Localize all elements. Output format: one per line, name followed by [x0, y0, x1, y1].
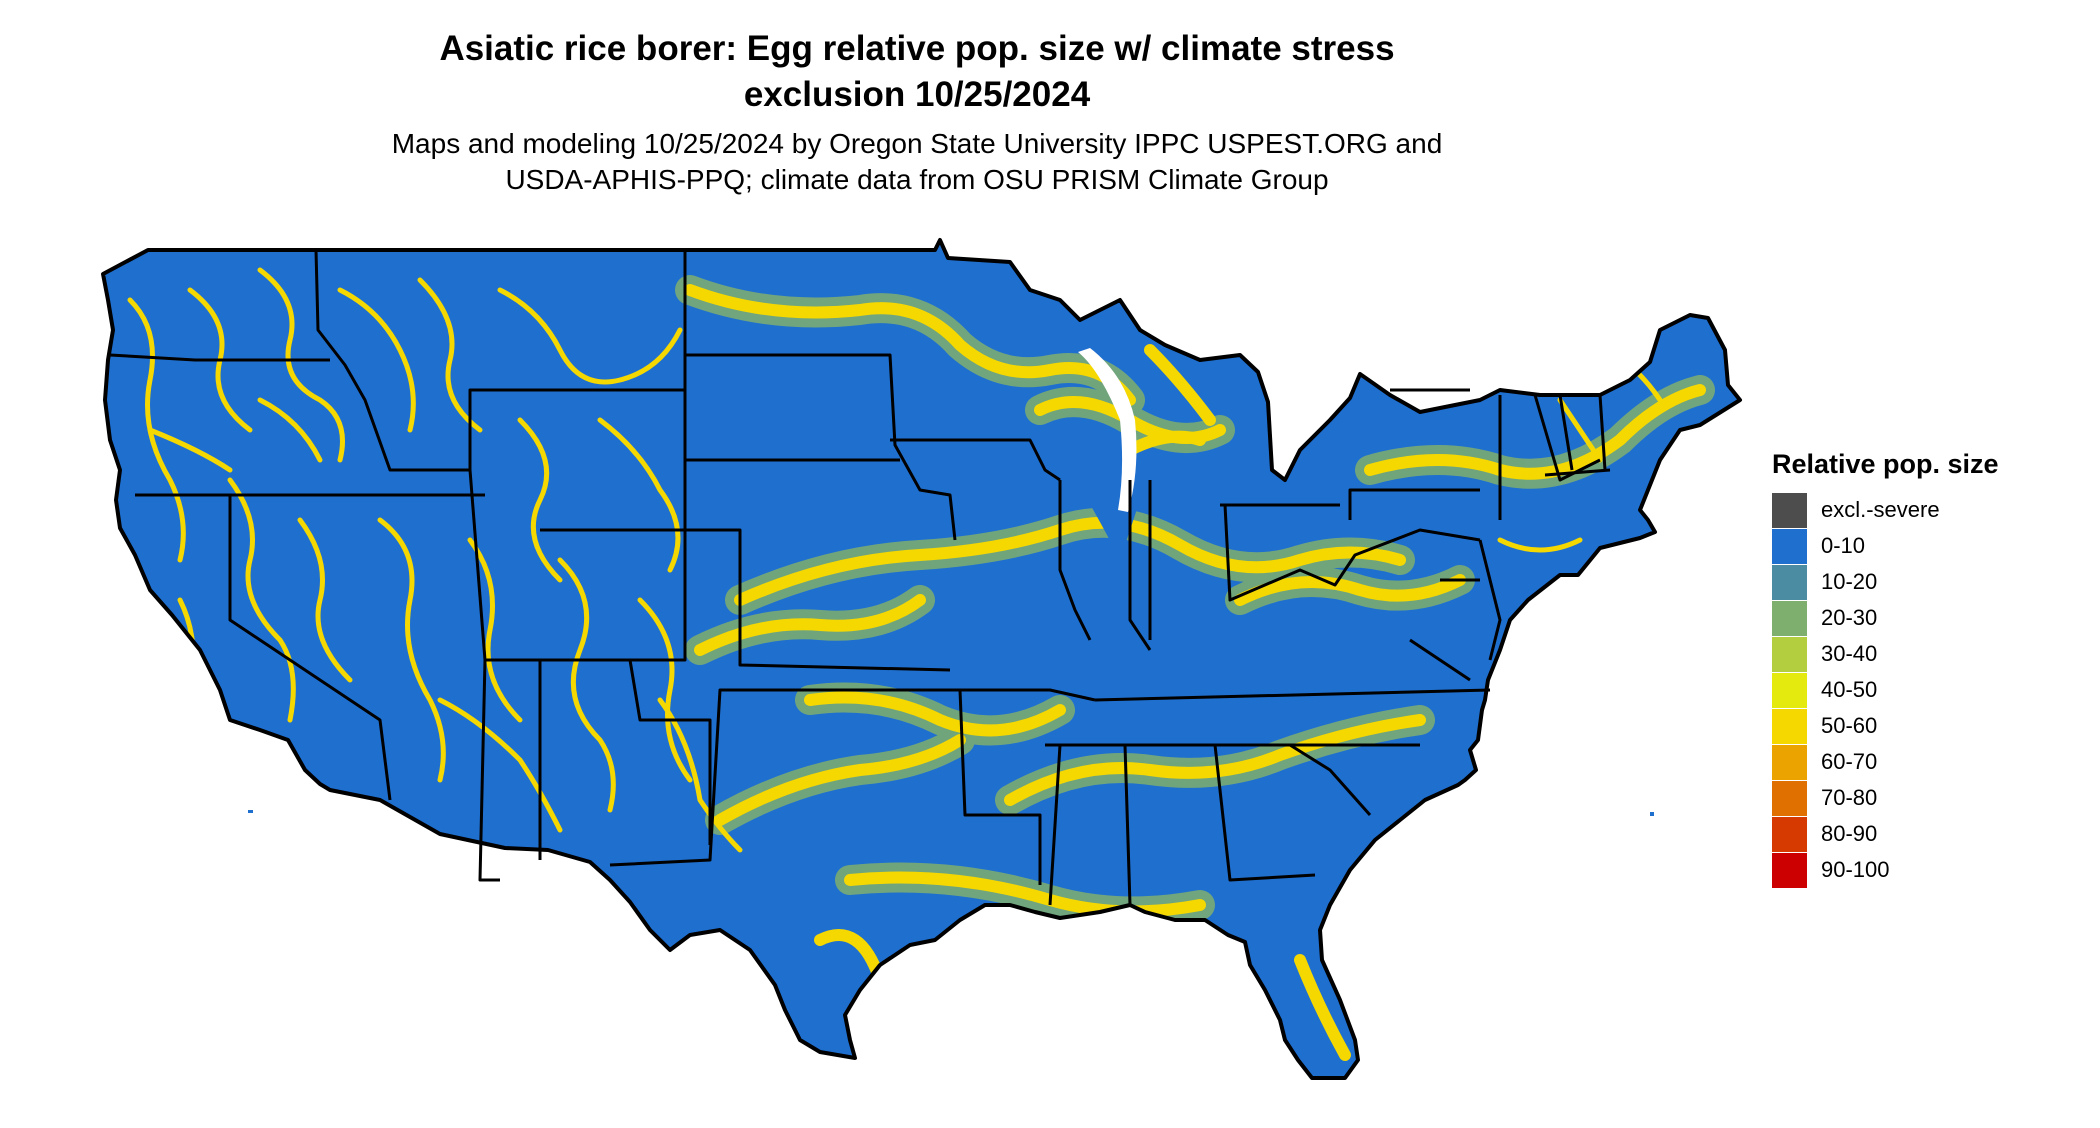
legend-label: 10-20	[1821, 569, 1878, 594]
subtitle-line-2: USDA-APHIS-PPQ; climate data from OSU PR…	[505, 164, 1329, 195]
legend-swatch	[1772, 708, 1807, 744]
legend-item: 10-20	[1772, 564, 1999, 600]
title-line-2: exclusion 10/25/2024	[743, 75, 1091, 114]
legend-label: 30-40	[1821, 641, 1878, 666]
legend-label: 70-80	[1821, 785, 1878, 810]
legend-label: excl.-severe	[1821, 497, 1940, 522]
map-subtitle: Maps and modeling 10/25/2024 by Oregon S…	[0, 126, 1834, 198]
legend-item: 40-50	[1772, 672, 1999, 708]
state-borders	[109, 249, 1611, 906]
legend-item: 80-90	[1772, 816, 1999, 852]
legend-swatch	[1772, 600, 1807, 636]
legend-swatch	[1772, 564, 1807, 600]
legend-item: excl.-severe	[1772, 492, 1999, 528]
lake-michigan	[1078, 348, 1137, 512]
legend-item: 70-80	[1772, 780, 1999, 816]
legend-label: 90-100	[1821, 857, 1890, 882]
risk-raster	[103, 240, 1740, 1078]
legend-label: 20-30	[1821, 605, 1878, 630]
legend-swatch	[1772, 816, 1807, 852]
legend-item: 0-10	[1772, 528, 1999, 564]
us-risk-map	[101, 238, 1742, 1080]
legend-swatch	[1772, 672, 1807, 708]
subtitle-line-1: Maps and modeling 10/25/2024 by Oregon S…	[391, 128, 1443, 159]
legend-swatch	[1772, 780, 1807, 816]
legend-item: 60-70	[1772, 744, 1999, 780]
legend-swatch	[1772, 636, 1807, 672]
legend-label: 50-60	[1821, 713, 1878, 738]
map-legend: Relative pop. size excl.-severe 0-10 10-20…	[1772, 449, 1999, 888]
legend-swatch	[1772, 528, 1807, 564]
map-title: Asiatic rice borer: Egg relative pop. si…	[0, 26, 1834, 118]
legend-item: 20-30	[1772, 600, 1999, 636]
title-line-1: Asiatic rice borer: Egg relative pop. si…	[439, 29, 1395, 68]
legend-item: 90-100	[1772, 852, 1999, 888]
legend-title: Relative pop. size	[1772, 449, 1999, 479]
legend-item: 50-60	[1772, 708, 1999, 744]
legend-item: 30-40	[1772, 636, 1999, 672]
legend-swatch	[1772, 852, 1807, 888]
legend-label: 40-50	[1821, 677, 1878, 702]
legend-swatch	[1772, 492, 1807, 528]
legend-label: 80-90	[1821, 821, 1878, 846]
legend-items: excl.-severe 0-10 10-20 20-30 30-40 40-50 50-6…	[1772, 492, 1999, 888]
legend-label: 0-10	[1821, 533, 1866, 558]
legend-swatch	[1772, 744, 1807, 780]
legend-label: 60-70	[1821, 749, 1878, 774]
